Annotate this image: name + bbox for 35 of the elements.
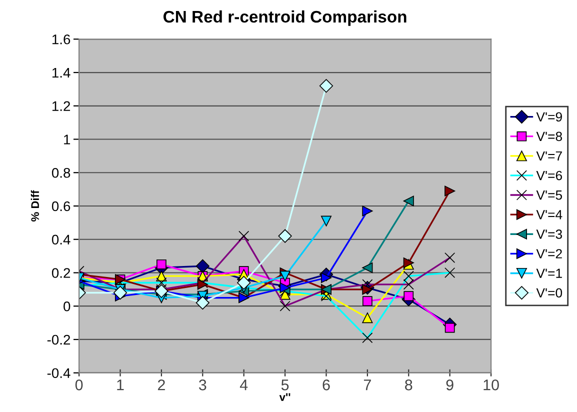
y-tick-label: -0.2	[47, 334, 70, 345]
x-tick-label: 0	[75, 380, 83, 390]
legend-label: V'=8	[536, 132, 562, 142]
legend-label: V'=7	[536, 151, 562, 161]
x-tick-label: 1	[117, 380, 124, 390]
chart-title: CN Red r-centroid Comparison	[163, 10, 406, 26]
legend-label: V'=2	[536, 249, 562, 258]
y-tick-label: 0.4	[52, 234, 70, 245]
x-tick-label: 10	[484, 380, 499, 390]
legend-label: V'=1	[536, 268, 562, 278]
legend-label: V'=9	[536, 112, 562, 122]
y-tick-label: 0.8	[52, 168, 70, 178]
y-tick-label: 1	[64, 134, 70, 144]
x-tick-label: 8	[405, 380, 412, 390]
x-tick-label: 5	[281, 380, 289, 390]
y-tick-label: 0.6	[52, 201, 70, 212]
legend-label: V'=6	[536, 170, 562, 180]
legend-label: V'=3	[536, 230, 562, 239]
y-tick-label: 1.4	[52, 68, 70, 78]
x-tick-label: 2	[158, 380, 165, 390]
x-tick-label: 7	[364, 380, 371, 390]
y-tick-label: -0.4	[47, 368, 70, 378]
x-tick-label: 3	[198, 380, 206, 390]
x-axis-title: v''	[279, 393, 290, 401]
x-tick-label: 6	[322, 380, 330, 390]
y-axis-title: % Diff	[30, 190, 40, 222]
legend-label: V'=5	[536, 190, 562, 200]
x-tick-label: 9	[446, 380, 454, 390]
x-tick-label: 4	[240, 380, 248, 390]
y-tick-label: 1.2	[52, 101, 70, 111]
y-tick-label: 0.2	[52, 268, 70, 278]
legend-label: V'=0	[536, 288, 562, 298]
y-tick-label: 0	[64, 301, 70, 312]
legend-label: V'=4	[536, 210, 562, 220]
y-tick-label: 1.6	[52, 34, 70, 44]
